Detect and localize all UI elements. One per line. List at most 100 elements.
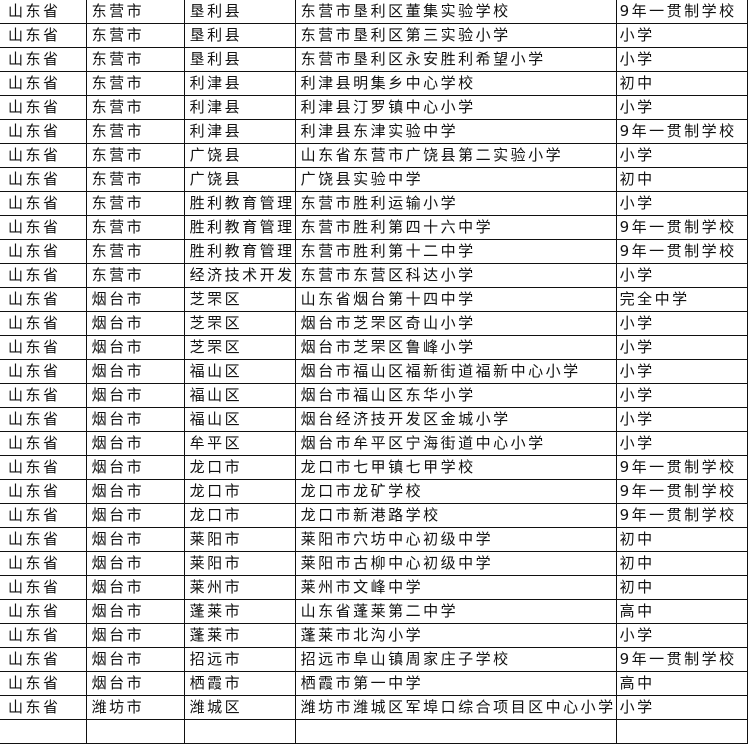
- school-name-cell[interactable]: 蓬莱市北沟小学: [294, 623, 617, 648]
- city-cell[interactable]: 烟台市: [85, 479, 185, 504]
- county-cell[interactable]: 经济技术开发: [183, 263, 296, 288]
- province-cell[interactable]: 山东省: [0, 335, 87, 360]
- school-type-cell[interactable]: 小学: [615, 23, 749, 48]
- city-cell[interactable]: 东营市: [85, 23, 185, 48]
- county-cell[interactable]: 莱阳市: [183, 551, 296, 576]
- school-type-cell[interactable]: 初中: [615, 167, 749, 192]
- city-cell[interactable]: 烟台市: [85, 527, 185, 552]
- county-cell[interactable]: 福山区: [183, 359, 296, 384]
- school-type-cell[interactable]: 9年一贯制学校: [615, 239, 749, 264]
- province-cell[interactable]: 山东省: [0, 503, 87, 528]
- province-cell[interactable]: 山东省: [0, 527, 87, 552]
- school-name-cell[interactable]: 东营市胜利第四十六中学: [294, 215, 617, 240]
- school-name-cell[interactable]: 烟台市芝罘区奇山小学: [294, 311, 617, 336]
- school-name-cell[interactable]: 利津县明集乡中心学校: [294, 71, 617, 96]
- province-cell[interactable]: 山东省: [0, 311, 87, 336]
- school-name-cell[interactable]: 莱州市文峰中学: [294, 575, 617, 600]
- school-name-cell[interactable]: 东营市垦利区董集实验学校: [294, 0, 617, 24]
- province-cell[interactable]: 山东省: [0, 119, 87, 144]
- school-name-cell[interactable]: 烟台市芝罘区鲁峰小学: [294, 335, 617, 360]
- county-cell[interactable]: 芝罘区: [183, 335, 296, 360]
- province-cell[interactable]: 山东省: [0, 263, 87, 288]
- city-cell[interactable]: 东营市: [85, 239, 185, 264]
- city-cell[interactable]: 东营市: [85, 119, 185, 144]
- school-type-cell[interactable]: [615, 719, 749, 744]
- county-cell[interactable]: 龙口市: [183, 455, 296, 480]
- city-cell[interactable]: 烟台市: [85, 671, 185, 696]
- county-cell[interactable]: 利津县: [183, 95, 296, 120]
- province-cell[interactable]: 山东省: [0, 95, 87, 120]
- county-cell[interactable]: 栖霞市: [183, 671, 296, 696]
- city-cell[interactable]: 东营市: [85, 0, 185, 24]
- province-cell[interactable]: 山东省: [0, 575, 87, 600]
- county-cell[interactable]: 广饶县: [183, 167, 296, 192]
- city-cell[interactable]: 烟台市: [85, 335, 185, 360]
- county-cell[interactable]: 潍城区: [183, 695, 296, 720]
- city-cell[interactable]: 烟台市: [85, 623, 185, 648]
- county-cell[interactable]: 胜利教育管理: [183, 191, 296, 216]
- province-cell[interactable]: 山东省: [0, 143, 87, 168]
- school-name-cell[interactable]: 东营市胜利运输小学: [294, 191, 617, 216]
- school-type-cell[interactable]: 9年一贯制学校: [615, 215, 749, 240]
- school-type-cell[interactable]: 初中: [615, 71, 749, 96]
- city-cell[interactable]: 烟台市: [85, 599, 185, 624]
- province-cell[interactable]: 山东省: [0, 671, 87, 696]
- province-cell[interactable]: 山东省: [0, 287, 87, 312]
- school-type-cell[interactable]: 9年一贯制学校: [615, 119, 749, 144]
- county-cell[interactable]: 胜利教育管理: [183, 215, 296, 240]
- school-name-cell[interactable]: 烟台市福山区福新街道福新中心小学: [294, 359, 617, 384]
- province-cell[interactable]: 山东省: [0, 695, 87, 720]
- school-type-cell[interactable]: 高中: [615, 599, 749, 624]
- county-cell[interactable]: 蓬莱市: [183, 599, 296, 624]
- school-name-cell[interactable]: 利津县汀罗镇中心小学: [294, 95, 617, 120]
- school-type-cell[interactable]: 9年一贯制学校: [615, 0, 749, 24]
- province-cell[interactable]: 山东省: [0, 647, 87, 672]
- school-type-cell[interactable]: 小学: [615, 143, 749, 168]
- county-cell[interactable]: 福山区: [183, 407, 296, 432]
- school-name-cell[interactable]: 东营市垦利区永安胜利希望小学: [294, 47, 617, 72]
- county-cell[interactable]: 芝罘区: [183, 311, 296, 336]
- county-cell[interactable]: 利津县: [183, 71, 296, 96]
- school-name-cell[interactable]: 烟台市牟平区宁海街道中心小学: [294, 431, 617, 456]
- city-cell[interactable]: 烟台市: [85, 407, 185, 432]
- province-cell[interactable]: 山东省: [0, 407, 87, 432]
- school-name-cell[interactable]: 山东省蓬莱第二中学: [294, 599, 617, 624]
- province-cell[interactable]: 山东省: [0, 383, 87, 408]
- province-cell[interactable]: 山东省: [0, 47, 87, 72]
- school-type-cell[interactable]: 小学: [615, 431, 749, 456]
- city-cell[interactable]: [85, 719, 185, 744]
- county-cell[interactable]: 福山区: [183, 383, 296, 408]
- school-type-cell[interactable]: 小学: [615, 47, 749, 72]
- province-cell[interactable]: 山东省: [0, 599, 87, 624]
- province-cell[interactable]: 山东省: [0, 215, 87, 240]
- school-type-cell[interactable]: 小学: [615, 191, 749, 216]
- city-cell[interactable]: 烟台市: [85, 383, 185, 408]
- city-cell[interactable]: 烟台市: [85, 455, 185, 480]
- province-cell[interactable]: 山东省: [0, 455, 87, 480]
- province-cell[interactable]: 山东省: [0, 359, 87, 384]
- school-name-cell[interactable]: 广饶县实验中学: [294, 167, 617, 192]
- county-cell[interactable]: 莱州市: [183, 575, 296, 600]
- city-cell[interactable]: 东营市: [85, 143, 185, 168]
- province-cell[interactable]: 山东省: [0, 239, 87, 264]
- city-cell[interactable]: 烟台市: [85, 287, 185, 312]
- province-cell[interactable]: 山东省: [0, 431, 87, 456]
- school-name-cell[interactable]: 东营市胜利第十二中学: [294, 239, 617, 264]
- school-name-cell[interactable]: 潍坊市潍城区军埠口综合项目区中心小学: [294, 695, 617, 720]
- school-type-cell[interactable]: 9年一贯制学校: [615, 479, 749, 504]
- province-cell[interactable]: [0, 719, 87, 744]
- county-cell[interactable]: [183, 719, 296, 744]
- school-name-cell[interactable]: 山东省烟台第十四中学: [294, 287, 617, 312]
- county-cell[interactable]: 招远市: [183, 647, 296, 672]
- city-cell[interactable]: 东营市: [85, 95, 185, 120]
- school-type-cell[interactable]: 小学: [615, 359, 749, 384]
- county-cell[interactable]: 蓬莱市: [183, 623, 296, 648]
- school-name-cell[interactable]: 东营市垦利区第三实验小学: [294, 23, 617, 48]
- county-cell[interactable]: 龙口市: [183, 503, 296, 528]
- school-type-cell[interactable]: 小学: [615, 407, 749, 432]
- school-type-cell[interactable]: 9年一贯制学校: [615, 647, 749, 672]
- county-cell[interactable]: 垦利县: [183, 23, 296, 48]
- school-type-cell[interactable]: 初中: [615, 575, 749, 600]
- county-cell[interactable]: 广饶县: [183, 143, 296, 168]
- school-type-cell[interactable]: 小学: [615, 95, 749, 120]
